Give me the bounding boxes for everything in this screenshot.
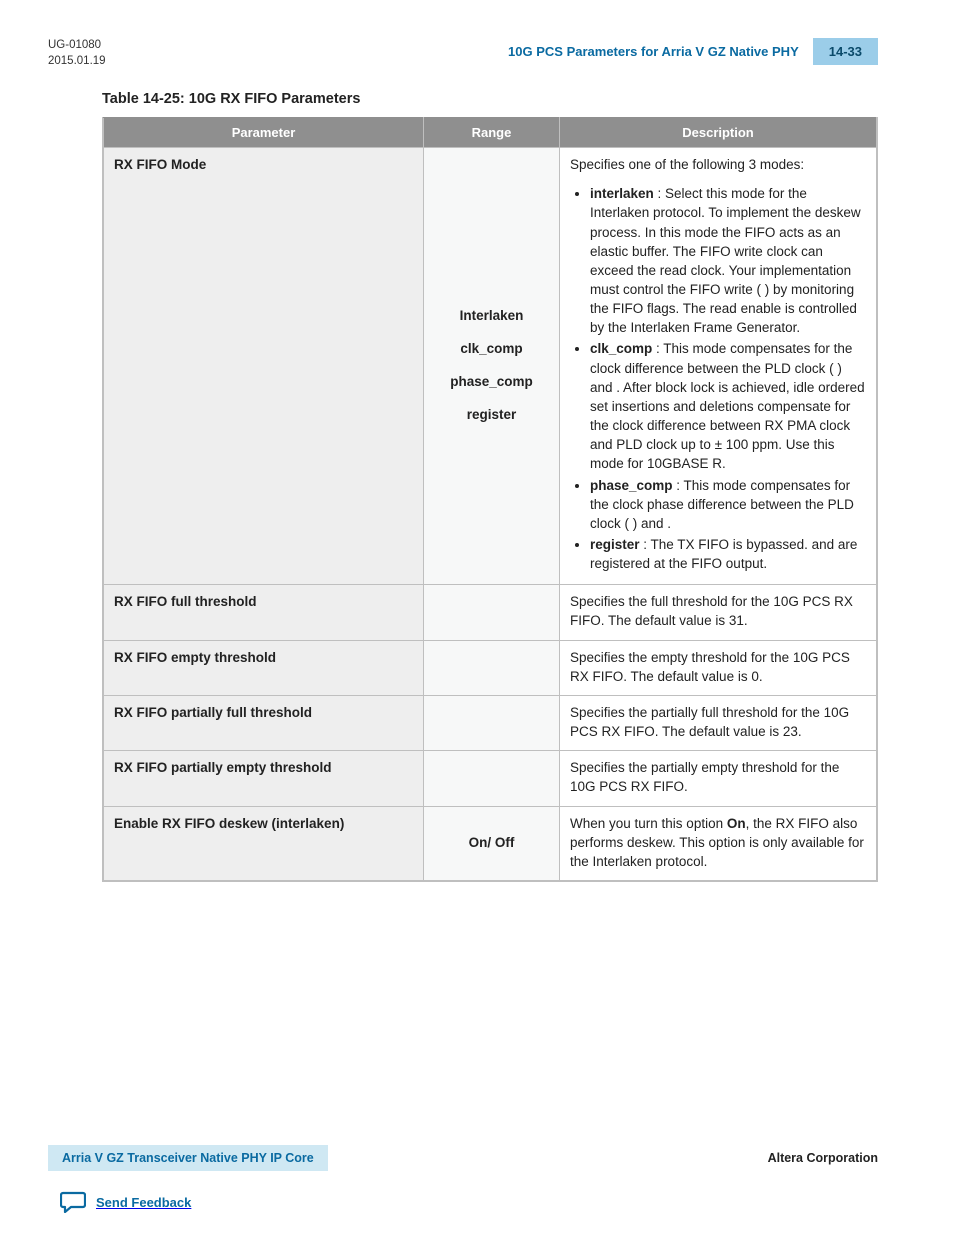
corporation-name: Altera Corporation	[768, 1151, 878, 1165]
speech-bubble-icon	[60, 1191, 86, 1213]
ug-id: UG-01080	[48, 38, 106, 54]
col-description: Description	[560, 118, 877, 148]
range-cell: Interlaken clk_comp phase_comp register	[424, 148, 560, 585]
core-title: Arria V GZ Transceiver Native PHY IP Cor…	[48, 1145, 328, 1171]
mode-item: clk_comp : This mode compensates for the…	[590, 339, 866, 473]
table-caption: Table 14-25: 10G RX FIFO Parameters	[102, 91, 878, 107]
range-cell	[424, 751, 560, 806]
send-feedback-link[interactable]: Send Feedback	[60, 1191, 191, 1213]
doc-date: 2015.01.19	[48, 54, 106, 70]
page-header: UG-01080 2015.01.19 10G PCS Parameters f…	[48, 38, 878, 69]
mode-lead: register	[590, 537, 640, 552]
rx-fifo-table: Parameter Range Description RX FIFO Mode…	[102, 117, 878, 882]
desc-cell: Specifies the empty threshold for the 10…	[560, 640, 877, 695]
col-parameter: Parameter	[104, 118, 424, 148]
range-cell: On/ Off	[424, 806, 560, 880]
mode-lead: interlaken	[590, 186, 654, 201]
page-footer: Arria V GZ Transceiver Native PHY IP Cor…	[48, 1145, 878, 1171]
table-row: RX FIFO partially empty threshold Specif…	[104, 751, 877, 806]
table-row: RX FIFO Mode Interlaken clk_comp phase_c…	[104, 148, 877, 585]
desc-cell: Specifies the full threshold for the 10G…	[560, 585, 877, 640]
range-option: Interlaken	[460, 306, 524, 325]
mode-item: phase_comp : This mode compensates for t…	[590, 476, 866, 533]
range-option: clk_comp	[460, 339, 522, 358]
param-cell: RX FIFO empty threshold	[104, 640, 424, 695]
range-option: phase_comp	[450, 372, 533, 391]
range-cell	[424, 585, 560, 640]
mode-lead: phase_comp	[590, 478, 673, 493]
desc-intro: Specifies one of the following 3 modes:	[570, 155, 866, 174]
desc-cell: Specifies one of the following 3 modes: …	[560, 148, 877, 585]
mode-lead: clk_comp	[590, 341, 652, 356]
mode-body: : This mode compensates for the clock di…	[590, 341, 865, 471]
mode-item: interlaken : Select this mode for the In…	[590, 184, 866, 337]
chapter-title: 10G PCS Parameters for Arria V GZ Native…	[508, 44, 799, 59]
doc-id-block: UG-01080 2015.01.19	[48, 38, 106, 69]
col-range: Range	[424, 118, 560, 148]
desc-cell: Specifies the partially empty threshold …	[560, 751, 877, 806]
mode-body: : Select this mode for the Interlaken pr…	[590, 186, 861, 335]
chapter-block: 10G PCS Parameters for Arria V GZ Native…	[508, 38, 878, 65]
page-number-badge: 14-33	[813, 38, 878, 65]
table-row: RX FIFO empty threshold Specifies the em…	[104, 640, 877, 695]
table-row: RX FIFO full threshold Specifies the ful…	[104, 585, 877, 640]
param-cell: Enable RX FIFO deskew (interlaken)	[104, 806, 424, 880]
range-cell	[424, 695, 560, 750]
desc-cell: Specifies the partially full threshold f…	[560, 695, 877, 750]
range-option: register	[467, 405, 517, 424]
param-cell: RX FIFO full threshold	[104, 585, 424, 640]
table-row: RX FIFO partially full threshold Specifi…	[104, 695, 877, 750]
desc-cell: When you turn this option On, the RX FIF…	[560, 806, 877, 880]
table-header-row: Parameter Range Description	[104, 118, 877, 148]
mode-item: register : The TX FIFO is bypassed. and …	[590, 535, 866, 573]
param-cell: RX FIFO Mode	[104, 148, 424, 585]
send-feedback-label: Send Feedback	[96, 1195, 191, 1210]
param-cell: RX FIFO partially empty threshold	[104, 751, 424, 806]
desc-pre: When you turn this option	[570, 816, 727, 831]
param-cell: RX FIFO partially full threshold	[104, 695, 424, 750]
table-row: Enable RX FIFO deskew (interlaken) On/ O…	[104, 806, 877, 880]
desc-bold: On	[727, 816, 746, 831]
range-cell	[424, 640, 560, 695]
